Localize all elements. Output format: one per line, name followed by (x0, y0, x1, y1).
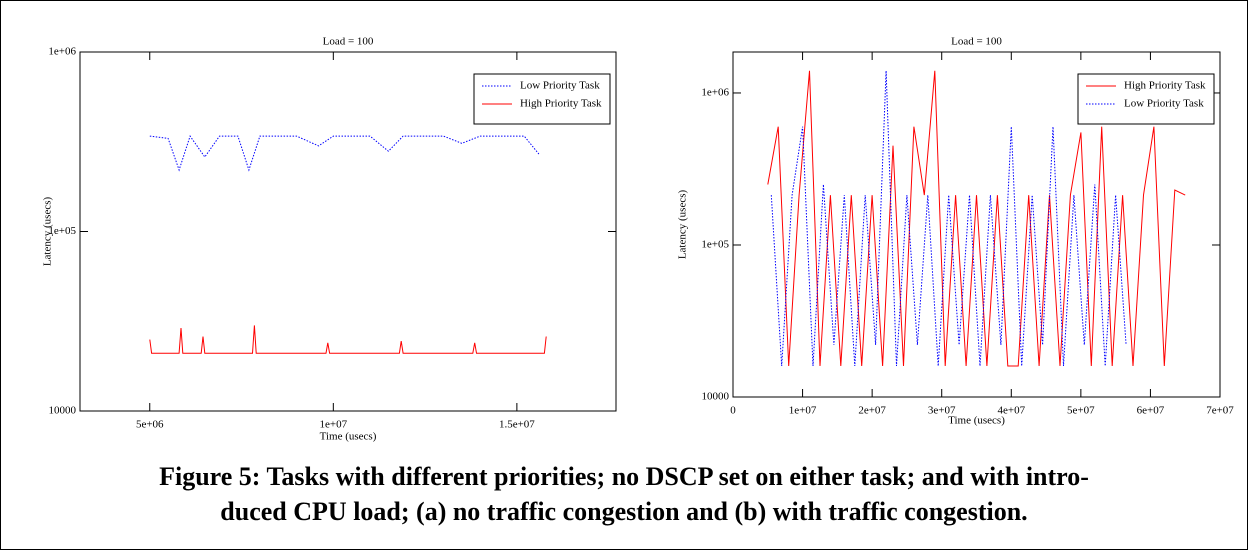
chart-title: Load = 100 (323, 36, 374, 48)
x-tick-label: 4e+07 (997, 405, 1025, 417)
legend-label: High Priority Task (520, 98, 602, 110)
chart-title: Load = 100 (951, 36, 1002, 48)
x-axis-label: Time (usecs) (320, 431, 377, 443)
x-tick-label: 1e+07 (320, 419, 348, 431)
x-tick-label: 5e+07 (1067, 405, 1095, 417)
y-tick-label: 10000 (702, 391, 730, 403)
x-tick-label: 2e+07 (858, 405, 886, 417)
plot-frame (732, 51, 1221, 398)
caption-line: duced CPU load; (a) no traffic congestio… (220, 497, 1027, 526)
x-tick-label: 1.5e+07 (499, 419, 535, 431)
x-tick-label: 5e+06 (136, 419, 164, 431)
x-tick-label: 3e+07 (928, 405, 956, 417)
legend-label: High Priority Task (1124, 80, 1206, 92)
y-tick-label: 1e+05 (48, 225, 76, 237)
y-tick-label: 1e+06 (48, 46, 76, 58)
legend-label: Low Priority Task (520, 80, 600, 92)
x-tick-label: 7e+07 (1206, 405, 1234, 417)
y-tick-label: 1e+05 (701, 239, 729, 251)
x-axis-label: Time (usecs) (948, 415, 1005, 427)
y-axis-label: Latency (usecs) (42, 197, 54, 267)
series-line (149, 134, 540, 172)
series-line (767, 70, 1186, 367)
legend-box (1077, 73, 1215, 125)
y-tick-label: 10000 (49, 405, 77, 417)
series-line (149, 325, 547, 354)
x-tick-label: 1e+07 (789, 405, 817, 417)
legend-box (473, 73, 611, 125)
x-tick-label: 6e+07 (1137, 405, 1165, 417)
y-tick-label: 1e+06 (701, 87, 729, 99)
series-line (770, 70, 1127, 367)
x-tick-label: 0 (730, 405, 736, 417)
caption-line: Figure 5: Tasks with different prioritie… (159, 462, 1089, 491)
legend-label: Low Priority Task (1124, 98, 1204, 110)
y-axis-label: Latency (usecs) (677, 190, 689, 260)
